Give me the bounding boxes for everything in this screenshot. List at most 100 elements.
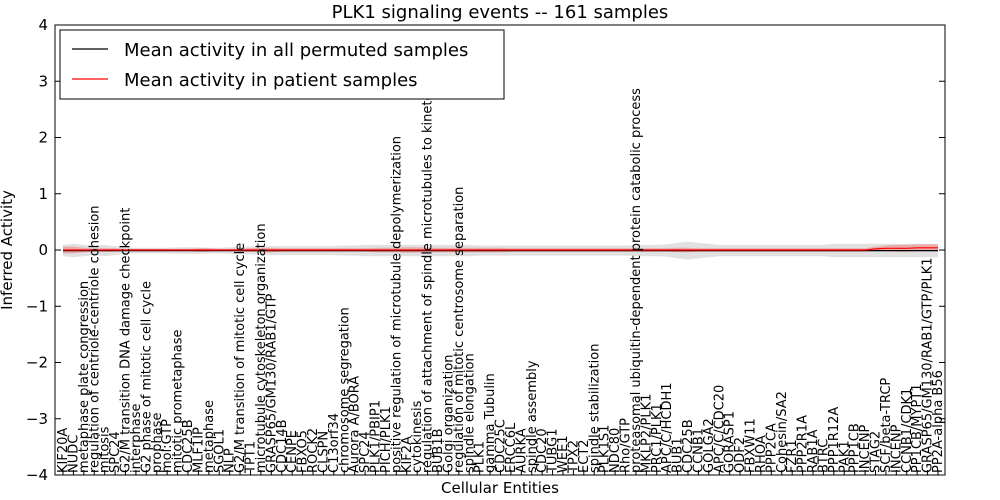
category-label: mitosis (98, 426, 113, 473)
category-label: BUB1 (671, 437, 686, 473)
category-label: spindle assembly (525, 360, 540, 473)
category-label: PPP2R1A (796, 415, 811, 473)
line-patient (63, 247, 938, 251)
category-label: MKLP2/PLK1 (639, 394, 654, 473)
y-axis-label: Inferred Activity (0, 190, 16, 310)
category-label: SCF/beta-TRCP (879, 378, 894, 473)
category-label: ROCK2 (306, 428, 321, 473)
series-lines (63, 247, 938, 252)
category-label: KIF20A (56, 428, 71, 473)
category-label: regulation of mitotic centrosome separat… (452, 187, 467, 473)
category-label: CDC25B (681, 419, 696, 473)
category-label: PAK1 (837, 440, 852, 473)
category-label: microtubule cytoskeleton organization (254, 223, 269, 473)
category-label: cytokinesis (410, 400, 425, 473)
category-label: NLP (223, 448, 238, 473)
category-label: spindle elongation (462, 353, 477, 473)
category-label: CENPE (285, 430, 300, 473)
x-axis-label: Cellular Entities (441, 479, 559, 497)
category-label: gamma Tubulin (483, 373, 498, 473)
category-label: PLK1 (473, 441, 488, 473)
category-label: APC/C/HCDH1 (660, 382, 675, 473)
y-tick-label: −4 (26, 466, 48, 484)
category-label: Golgi organization (441, 355, 456, 473)
category-label: regulation of centriole-centriole cohesi… (87, 205, 102, 473)
category-label: G2/M transition of mitotic cell cycle (233, 243, 248, 473)
category-label: WEE1 (556, 435, 571, 473)
category-label: ODF2 (733, 437, 748, 473)
category-label: PLK1S1 (598, 425, 613, 473)
category-label: ECT2 (577, 439, 592, 473)
category-label: G2/M transition DNA damage checkpoint (119, 208, 134, 473)
category-label: SPC24 (358, 431, 373, 473)
category-label: BUB1B (431, 428, 446, 473)
y-tick-label: 4 (38, 16, 48, 34)
category-label: CDC25C (494, 419, 509, 473)
plot-frame (54, 24, 946, 476)
category-label: mol:GTP (160, 419, 175, 473)
category-label: MLF1IP (191, 427, 206, 473)
category-label: FZR1 (785, 439, 800, 473)
y-tick-label: −3 (26, 410, 48, 428)
category-label: interphase (129, 403, 144, 473)
category-label: regulation of attachment of spindle micr… (421, 56, 436, 473)
category-label: FBXO5 (296, 430, 311, 473)
category-label: CCNB1/CDK1 (900, 388, 915, 473)
category-label: Rho/GTP (619, 418, 634, 473)
category-label: CLSPN (316, 431, 331, 473)
category-label: proteasomal ubiquitin-dependent protein … (629, 88, 644, 473)
category-label: PPP1CB (848, 423, 863, 473)
category-label: TPX2 (566, 440, 581, 474)
category-label: RAB1A (806, 429, 821, 473)
legend-label-patient: Mean activity in patient samples (124, 70, 418, 91)
y-tick-label: 2 (38, 129, 48, 147)
y-tick-label: −2 (26, 354, 48, 372)
category-label: FBXW11 (744, 418, 759, 473)
category-label: PLK1/PBIP1 (369, 400, 384, 473)
category-label: APC/C/CDC20 (712, 385, 727, 473)
category-label: GRASP65/GM130/RAB1/GTP/PLK1 (921, 257, 936, 473)
category-label: CCNB1 (691, 428, 706, 473)
category-label: GOLGA2 (702, 418, 717, 473)
category-label: Aurora A/BORA (348, 376, 363, 473)
category-label: NUDC (66, 435, 81, 473)
category-label: C13orf34 (327, 413, 342, 473)
legend: Mean activity in all permuted samples Me… (59, 29, 505, 100)
category-label: PPP1R12A (827, 407, 842, 473)
category-label: ERCC6L (504, 422, 519, 473)
category-label: STAG2 (869, 431, 884, 473)
category-label: NDC80 (608, 428, 623, 473)
legend-label-permuted: Mean activity in all permuted samples (124, 40, 468, 61)
category-label: INCENP (889, 424, 904, 473)
category-label: CDC25B (181, 419, 196, 473)
category-label: SGOL1 (212, 429, 227, 473)
y-tick-label: −1 (26, 297, 48, 315)
category-label: Cohesin/SA2 (775, 391, 790, 473)
legend-box (59, 29, 505, 100)
category-label: TPT1 (244, 441, 259, 474)
category-label: INCENP (858, 424, 873, 473)
category-label: BTRC (816, 439, 831, 473)
category-label: CDC20 (535, 428, 550, 473)
y-tick-label: 1 (38, 185, 48, 203)
category-label: AURKA (514, 428, 529, 473)
category-label: PRC1/PLK1 (650, 403, 665, 473)
category-label: RHOA (754, 435, 769, 473)
category-label: KIF2A (400, 436, 415, 473)
category-label: PPP2CA (764, 423, 779, 473)
y-tick-label: 3 (38, 72, 48, 90)
category-label: GORASP1 (723, 411, 738, 473)
category-label: TUBG1 (546, 429, 561, 475)
category-label: GRASP65/GM130/RAB1/GTP (264, 293, 279, 472)
category-label: metaphase plate congression (77, 281, 92, 473)
category-label: positive regulation of microtubule depol… (389, 136, 404, 473)
category-label: chromosome segregation (337, 307, 352, 473)
category-label: G2 phase of mitotic cell cycle (139, 281, 154, 473)
category-label: PP1CB/MYPT1 (910, 383, 925, 473)
category-label: spindle stabilization (587, 344, 602, 474)
category-label: prophase (150, 413, 165, 474)
y-axis-ticks: −4 −3 −2 −1 0 1 2 3 4 (26, 16, 945, 484)
y-tick-label: 0 (38, 241, 48, 259)
chart-title: PLK1 signaling events -- 161 samples (332, 2, 669, 23)
category-label: SPC24 (108, 431, 123, 473)
